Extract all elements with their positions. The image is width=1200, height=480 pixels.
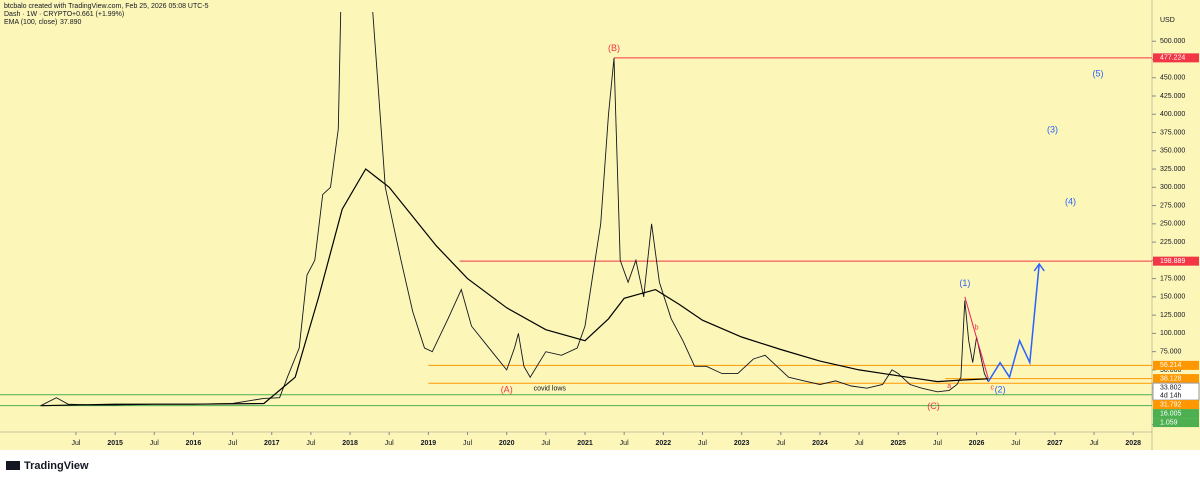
x-tick-label: 2018 (342, 440, 358, 447)
price-tag-label: 198.889 (1160, 258, 1185, 265)
x-tick-label: 2027 (1047, 440, 1063, 447)
x-tick-label: 2028 (1125, 440, 1141, 447)
logo-mark (6, 461, 20, 470)
annotation: (2) (995, 385, 1006, 395)
x-tick-label: 2022 (656, 440, 672, 447)
x-tick-label: Jul (463, 440, 472, 447)
symbol: Dash · 1W · CRYPTO (4, 11, 73, 18)
x-tick-label: 2026 (969, 440, 985, 447)
y-tick-label: 250.000 (1160, 221, 1185, 228)
x-tick-label: 2016 (186, 440, 202, 447)
x-tick-label: 2017 (264, 440, 280, 447)
x-tick-label: 2025 (890, 440, 906, 447)
x-tick-label: 2015 (107, 440, 123, 447)
annotation: (B) (608, 43, 620, 53)
x-tick-label: 2021 (577, 440, 593, 447)
y-tick-label: 500.000 (1160, 38, 1185, 45)
x-tick-label: Jul (541, 440, 550, 447)
annotation: b (975, 324, 979, 331)
price-tag-label: 1.059 (1160, 419, 1178, 426)
y-tick-label: 100.000 (1160, 330, 1185, 337)
x-tick-label: 2019 (421, 440, 437, 447)
y-tick-label: 325.000 (1160, 166, 1185, 173)
price-tag (1153, 53, 1199, 63)
projection-arrow (1033, 262, 1045, 272)
annotation: covid lows (534, 386, 567, 393)
price-tag-label: 33.802 (1160, 384, 1182, 391)
y-tick-label: 400.000 (1160, 111, 1185, 118)
price-tag (1153, 360, 1199, 370)
x-tick-label: Jul (1011, 440, 1020, 447)
price-line (40, 12, 989, 407)
y-tick-label: 175.000 (1160, 275, 1185, 282)
annotation: a (947, 383, 951, 390)
price-tag (1153, 374, 1199, 384)
projection-line (987, 263, 1040, 383)
y-tick-label: 450.000 (1160, 75, 1185, 82)
y-tick-label: 75.000 (1160, 348, 1182, 355)
logo: TradingView (6, 460, 89, 472)
x-tick-label: Jul (228, 440, 237, 447)
x-tick-label: Jul (933, 440, 942, 447)
annotation: (C) (927, 401, 940, 411)
annotation: (3) (1047, 125, 1058, 135)
y-tick-label: 225.000 (1160, 239, 1185, 246)
y-tick-label: 375.000 (1160, 129, 1185, 136)
x-tick-label: Jul (620, 440, 629, 447)
y-tick-label: 125.000 (1160, 312, 1185, 319)
chart-background (0, 0, 1200, 450)
change: +0.661 (+1.99%) (72, 11, 124, 18)
x-tick-label: Jul (71, 440, 80, 447)
x-tick-label: 2023 (734, 440, 750, 447)
annotation: (A) (501, 385, 513, 395)
y-tick-label: 300.000 (1160, 184, 1185, 191)
annotation: (5) (1092, 68, 1103, 78)
price-tag (1153, 409, 1199, 419)
x-tick-label: 2024 (812, 440, 828, 447)
ema-line (40, 168, 989, 407)
x-tick-label: Jul (385, 440, 394, 447)
plot-area (0, 12, 1152, 407)
y-tick-label: 50.000 (1160, 367, 1182, 374)
price-tag-label: 16.005 (1160, 410, 1182, 417)
annotation: c (990, 384, 994, 391)
y-tick-label: 350.000 (1160, 148, 1185, 155)
annotation: (1) (959, 278, 970, 288)
x-tick-label: Jul (1090, 440, 1099, 447)
y-tick-label: 425.000 (1160, 93, 1185, 100)
x-tick-label: Jul (855, 440, 864, 447)
attribution: btcbalo created with TradingView.com, Fe… (4, 3, 209, 10)
price-tag (1153, 400, 1199, 410)
brand: TradingView (24, 460, 89, 472)
wave-line (964, 296, 989, 379)
x-tick-label: Jul (776, 440, 785, 447)
annotation: (4) (1065, 196, 1076, 206)
y-tick-label: 150.000 (1160, 294, 1185, 301)
price-tag-label: 31.792 (1160, 401, 1182, 408)
price-tag-label: 56.214 (1160, 362, 1182, 369)
x-tick-label: Jul (698, 440, 707, 447)
indicator-value: 37.890 (60, 19, 82, 26)
x-tick-label: Jul (306, 440, 315, 447)
x-tick-label: Jul (150, 440, 159, 447)
price-tag (1153, 256, 1199, 266)
price-tag-label: 477.224 (1160, 55, 1185, 62)
indicator-name: EMA (100, close) (4, 19, 57, 26)
y-tick-label: 275.000 (1160, 202, 1185, 209)
price-tag (1153, 418, 1199, 428)
price-tag-label: 38.128 (1160, 375, 1182, 382)
countdown: 4d 14h (1160, 392, 1182, 399)
currency: USD (1160, 17, 1175, 24)
x-tick-label: 2020 (499, 440, 515, 447)
